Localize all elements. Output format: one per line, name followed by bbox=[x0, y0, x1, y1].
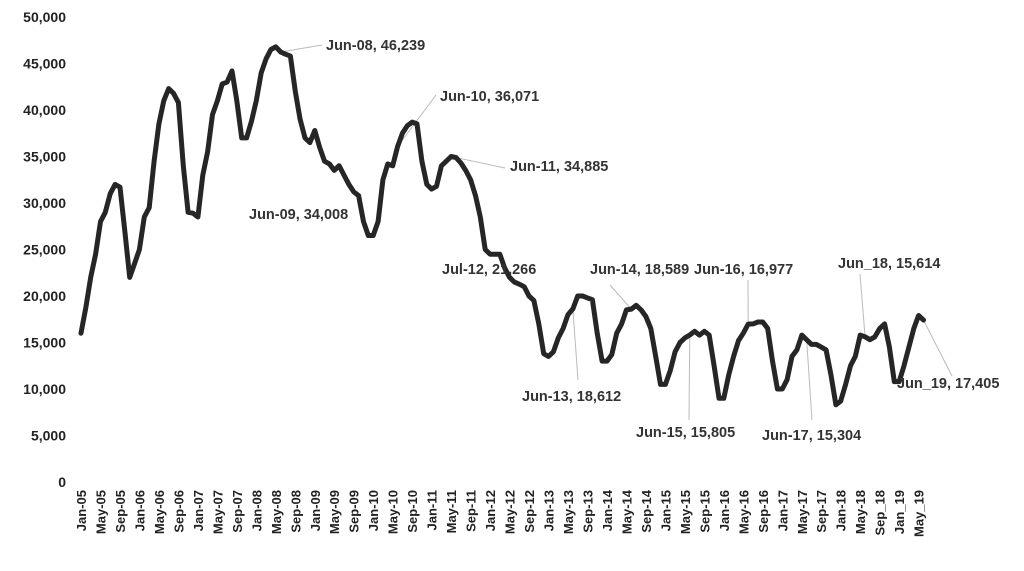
x-tick-label: Jan-09 bbox=[308, 490, 323, 531]
x-axis: Jan-05 May-05 Sep-05 Jan-06 May-06 Sep-06 Jan-… bbox=[74, 489, 927, 537]
x-tick-label: Sep-14 bbox=[639, 489, 654, 532]
y-tick-label: 30,000 bbox=[23, 195, 66, 211]
x-tick-label: May-06 bbox=[152, 490, 167, 534]
y-tick-label: 45,000 bbox=[23, 56, 66, 72]
y-tick-label: 20,000 bbox=[23, 288, 66, 304]
x-tick-label: Jan-06 bbox=[132, 490, 147, 531]
x-tick-label: May-08 bbox=[269, 490, 284, 534]
y-tick-label: 35,000 bbox=[23, 149, 66, 165]
x-tick-label: May-17 bbox=[795, 490, 810, 534]
annotation-leader-line bbox=[609, 284, 632, 310]
y-tick-label: 0 bbox=[58, 474, 66, 490]
data-label: Jul-12, 21,266 bbox=[442, 262, 536, 278]
data-label: Jun-17, 15,304 bbox=[762, 428, 861, 444]
x-tick-label: Sep-06 bbox=[171, 490, 186, 533]
data-label: Jun_18, 15,614 bbox=[838, 256, 940, 272]
annotation-leader-line bbox=[688, 335, 691, 421]
x-tick-label: May-12 bbox=[503, 490, 518, 534]
annotation-leader-line bbox=[572, 308, 579, 381]
data-label: Jun-15, 15,805 bbox=[636, 425, 735, 441]
x-tick-label: May-14 bbox=[619, 489, 634, 534]
data-label: Jun-11, 34,885 bbox=[510, 159, 608, 175]
y-axis: 0 5,000 10,000 15,000 20,000 25,000 30,000 35,0… bbox=[23, 9, 66, 490]
data-label: Jun_19, 17,405 bbox=[897, 376, 999, 392]
y-tick-label: 25,000 bbox=[23, 242, 66, 258]
x-tick-label: Sep-16 bbox=[756, 490, 771, 533]
annotation-leader-line bbox=[806, 339, 813, 421]
x-tick-label: Jan-07 bbox=[191, 490, 206, 531]
x-tick-label: May-10 bbox=[386, 490, 401, 534]
data-label: Jun-08, 46,239 bbox=[326, 38, 425, 54]
data-label: Jun-10, 36,071 bbox=[440, 89, 539, 105]
y-tick-label: 50,000 bbox=[23, 9, 66, 25]
y-tick-label: 15,000 bbox=[23, 335, 66, 351]
y-tick-label: 40,000 bbox=[23, 102, 66, 118]
x-tick-label: Sep-17 bbox=[814, 490, 829, 533]
x-tick-label: Jan-14 bbox=[600, 489, 615, 531]
x-tick-label: Jan-05 bbox=[74, 490, 89, 531]
x-tick-label: Jan-17 bbox=[775, 490, 790, 531]
x-tick-label: May-15 bbox=[678, 490, 693, 534]
annotation-leader-line bbox=[455, 157, 506, 169]
x-tick-label: Sep-11 bbox=[464, 490, 479, 532]
x-tick-label: Jan-10 bbox=[366, 490, 381, 531]
x-tick-label: Jan_19 bbox=[892, 490, 907, 534]
x-tick-label: Sep-10 bbox=[405, 490, 420, 533]
x-tick-label: May-18 bbox=[853, 490, 868, 534]
x-tick-label: May-16 bbox=[736, 490, 751, 534]
x-tick-label: Sep-15 bbox=[697, 490, 712, 533]
x-tick-label: Sep_18 bbox=[873, 490, 888, 536]
data-label: Jun-14, 18,589 bbox=[590, 262, 689, 278]
annotation-leaders bbox=[280, 44, 953, 421]
x-tick-label: Sep-13 bbox=[580, 490, 595, 533]
x-tick-label: Jan-15 bbox=[658, 490, 673, 531]
annotation-leader-line bbox=[397, 94, 437, 147]
data-label: Jun-16, 16,977 bbox=[694, 262, 793, 278]
annotations: Jun-08, 46,239 Jun-09, 34,008 Jun-10, 36,0… bbox=[249, 38, 999, 444]
x-tick-label: May-11 bbox=[444, 490, 459, 533]
x-tick-label: Jan-12 bbox=[483, 490, 498, 531]
y-tick-label: 10,000 bbox=[23, 381, 66, 397]
annotation-leader-line bbox=[923, 319, 953, 377]
x-tick-label: Sep-07 bbox=[230, 490, 245, 533]
annotation-leader-line bbox=[280, 44, 323, 53]
x-tick-label: Sep-09 bbox=[347, 490, 362, 533]
x-tick-label: Jan-13 bbox=[542, 490, 557, 531]
data-label: Jun-09, 34,008 bbox=[249, 207, 348, 223]
x-tick-label: May-05 bbox=[93, 490, 108, 534]
x-tick-label: May_19 bbox=[912, 490, 927, 537]
x-tick-label: May-07 bbox=[210, 490, 225, 534]
annotation-leader-line bbox=[859, 273, 866, 337]
x-tick-label: Sep-12 bbox=[522, 490, 537, 533]
x-tick-label: Sep-08 bbox=[288, 490, 303, 533]
x-tick-label: Jan-08 bbox=[249, 490, 264, 531]
x-tick-label: Jan-16 bbox=[717, 490, 732, 531]
data-label: Jun-13, 18,612 bbox=[522, 389, 621, 405]
x-tick-label: Jan-18 bbox=[834, 490, 849, 531]
x-tick-label: Jan-11 bbox=[425, 490, 440, 530]
series-line bbox=[78, 44, 926, 408]
x-tick-label: May-13 bbox=[561, 490, 576, 534]
x-tick-label: Sep-05 bbox=[113, 490, 128, 533]
x-tick-label: May-09 bbox=[327, 490, 342, 534]
y-tick-label: 5,000 bbox=[31, 428, 66, 444]
